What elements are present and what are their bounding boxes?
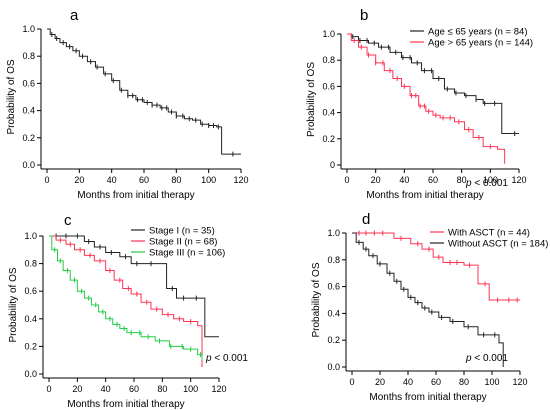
x-tick-label: 120	[511, 175, 526, 185]
x-tick-label: 40	[101, 384, 111, 394]
y-axis-label: Probability of OS	[6, 59, 17, 134]
y-tick-label: 0.4	[322, 108, 335, 118]
p-value-annotation: p < 0.001	[465, 178, 508, 189]
x-tick-label: 120	[512, 377, 527, 387]
x-tick-label: 100	[483, 175, 498, 185]
x-tick-label: 120	[233, 175, 248, 185]
panel-letter-b: b	[360, 7, 368, 24]
legend-entry: With ASCT (n = 44)	[448, 228, 530, 239]
y-tick-label: 1.0	[322, 29, 335, 39]
x-tick-label: 20	[72, 384, 82, 394]
y-tick-label: 0.0	[327, 362, 340, 372]
y-tick-label: 0.4	[22, 106, 35, 116]
x-tick-label: 20	[371, 175, 381, 185]
legend-entry: Stage I (n = 35)	[149, 226, 215, 237]
legend-entry: Age > 65 years (n = 144)	[428, 38, 533, 49]
y-tick-label: 0.0	[24, 369, 37, 379]
p-value-annotation: p < 0.001	[465, 353, 508, 364]
y-tick-label: 0.6	[327, 282, 340, 292]
y-axis-label: Probability of OS	[306, 62, 317, 137]
x-tick-label: 80	[157, 384, 167, 394]
x-tick-label: 60	[431, 377, 441, 387]
x-tick-label: 40	[403, 377, 413, 387]
y-tick-label: 0.6	[22, 78, 35, 88]
x-tick-label: 80	[171, 175, 181, 185]
x-axis-label: Months from initial therapy	[369, 392, 486, 403]
y-tick-label: 0.0	[22, 160, 35, 170]
y-axis-label: Probability of OS	[8, 267, 19, 342]
y-tick-label: 0.2	[322, 134, 335, 144]
y-tick-label: 1.0	[327, 228, 340, 238]
y-axis-label: Probability of OS	[311, 262, 322, 337]
series-line-b-0	[347, 33, 519, 135]
series-line-a-0	[47, 28, 241, 155]
panel-b: b 0 20 40 60 80 100 120 0 0.2 0.4 0.6 0.8 1.0 Months f…	[306, 7, 533, 201]
x-tick-label: 60	[428, 175, 438, 185]
y-tick-label: 1.0	[24, 231, 37, 241]
x-axis-label: Months from initial therapy	[67, 399, 184, 410]
x-tick-label: 100	[201, 175, 216, 185]
legend-entry: Age ≤ 65 years (n = 84)	[428, 27, 527, 38]
series-line-c-1	[49, 235, 203, 368]
panel-d: d 0 20 40 60 80 100 120 0.0 0.2 0.4 0.6 0.8 1.0 Months…	[311, 211, 548, 403]
x-tick-label: 40	[399, 175, 409, 185]
panel-a: a 0 20 40 60 80 100 120 0.0 0.2 0.4 0.6 0.8 1.0 Months…	[6, 7, 249, 201]
y-tick-label: 0.4	[24, 314, 37, 324]
x-tick-label: 20	[74, 175, 84, 185]
x-tick-label: 0	[349, 377, 354, 387]
y-tick-label: 0.8	[22, 51, 35, 61]
y-tick-label: 0.2	[327, 335, 340, 345]
x-axis-label: Months from initial therapy	[77, 190, 194, 201]
panel-letter-a: a	[70, 7, 79, 24]
y-tick-label: 0.4	[327, 308, 340, 318]
x-tick-label: 40	[107, 175, 117, 185]
y-tick-label: 0.8	[24, 259, 37, 269]
y-tick-label: 0.8	[322, 55, 335, 65]
y-tick-label: 0.8	[327, 255, 340, 265]
y-tick-label: 0.2	[24, 341, 37, 351]
panel-letter-c: c	[64, 212, 72, 229]
series-line-c-2	[49, 235, 203, 361]
x-tick-label: 100	[484, 377, 499, 387]
x-tick-label: 120	[211, 384, 226, 394]
panel-c: c 0 20 40 60 80 100 120 0.0 0.2 0.4 0.6 0.8 1.0 Months…	[8, 212, 248, 410]
x-tick-label: 60	[129, 384, 139, 394]
p-value-annotation: p < 0.001	[205, 353, 248, 364]
series-line-c-0	[49, 235, 219, 338]
x-tick-label: 0	[44, 175, 49, 185]
x-tick-label: 80	[459, 377, 469, 387]
x-tick-label: 80	[457, 175, 467, 185]
legend-entry: Stage III (n = 106)	[149, 248, 225, 259]
y-tick-label: 0.6	[322, 81, 335, 91]
y-tick-label: 0.6	[24, 286, 37, 296]
x-tick-label: 20	[375, 377, 385, 387]
legend-entry: Stage II (n = 68)	[149, 237, 217, 248]
series-line-d-1	[352, 232, 504, 367]
series-line-d-0	[352, 232, 520, 301]
legend-entry: Without ASCT (n = 184)	[448, 239, 548, 250]
y-tick-label: 0.2	[22, 133, 35, 143]
x-tick-label: 100	[183, 384, 198, 394]
y-tick-label: 0	[330, 160, 335, 170]
x-tick-label: 0	[46, 384, 51, 394]
x-axis-label: Months from initial therapy	[366, 190, 483, 201]
x-tick-label: 0	[344, 175, 349, 185]
series-line-b-1	[347, 33, 506, 164]
y-tick-label: 1.0	[22, 24, 35, 34]
panel-letter-d: d	[362, 211, 370, 228]
x-tick-label: 60	[139, 175, 149, 185]
